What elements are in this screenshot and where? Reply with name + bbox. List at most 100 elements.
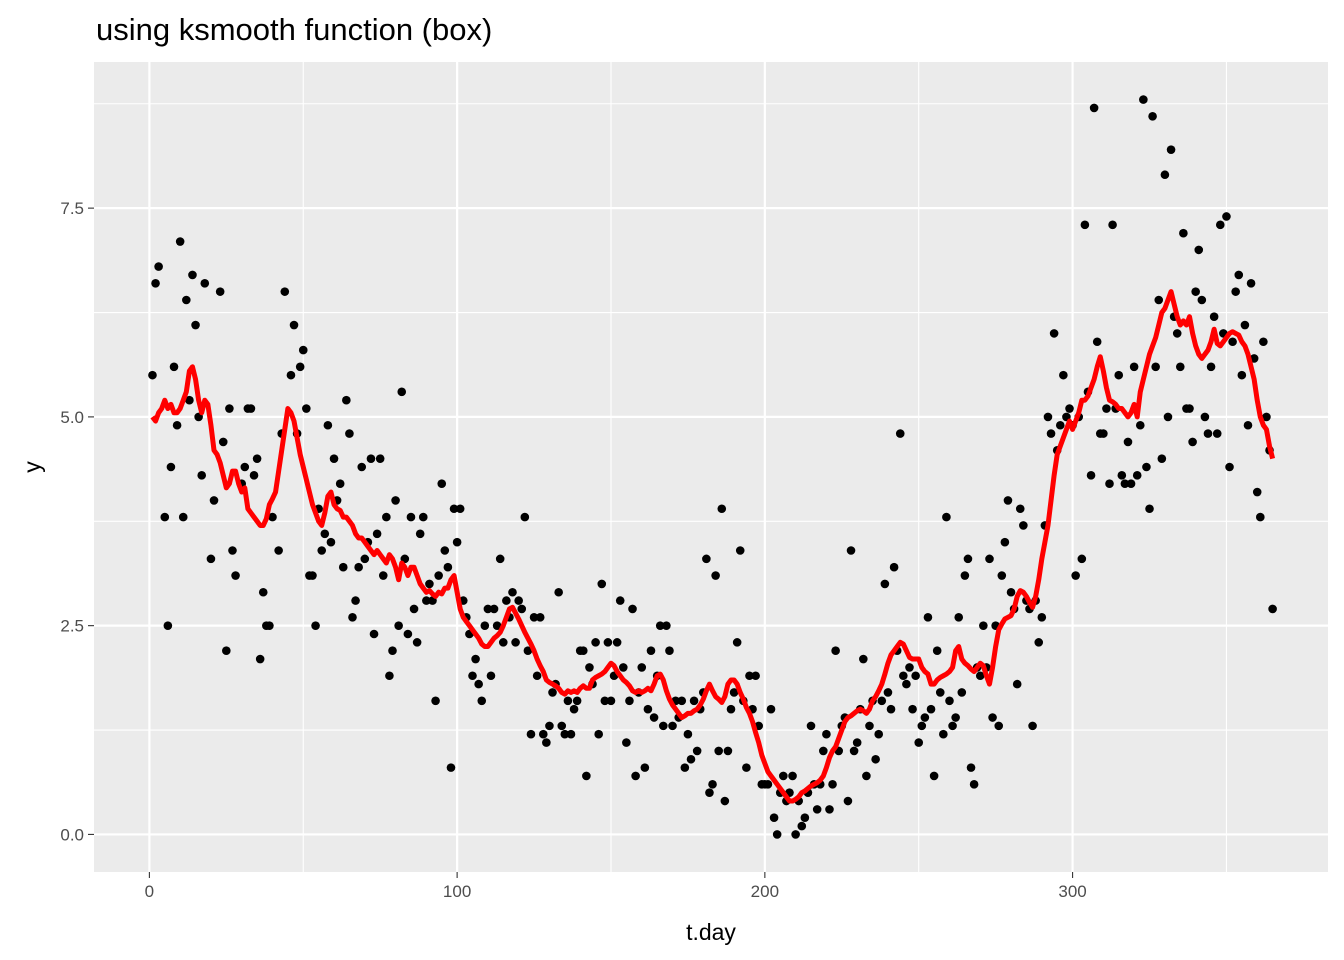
data-point — [378, 571, 388, 580]
data-point — [742, 763, 751, 772]
data-point — [1108, 220, 1117, 230]
data-point — [997, 571, 1007, 580]
data-point — [966, 763, 976, 772]
data-point — [369, 629, 379, 639]
data-point — [603, 638, 613, 647]
data-point — [508, 587, 517, 597]
data-point — [702, 554, 711, 564]
data-point — [342, 395, 351, 405]
data-point — [874, 729, 884, 739]
data-point — [914, 738, 924, 747]
data-point — [431, 696, 440, 706]
data-point — [1077, 554, 1087, 564]
data-point — [209, 496, 219, 505]
data-point — [846, 546, 856, 555]
data-point — [1262, 412, 1271, 422]
data-point — [418, 512, 428, 522]
data-point — [1222, 212, 1231, 221]
data-point — [1129, 362, 1139, 372]
data-point — [397, 387, 407, 397]
data-point — [222, 646, 231, 656]
data-point — [1135, 420, 1145, 430]
data-point — [197, 471, 207, 480]
data-point — [440, 546, 450, 555]
data-point — [908, 704, 917, 714]
data-point — [920, 713, 930, 722]
ksmooth-line — [150, 289, 1276, 804]
data-point — [471, 654, 480, 664]
data-point — [622, 738, 631, 747]
data-point — [655, 621, 665, 630]
minor-gridlines — [94, 62, 1328, 872]
data-point — [409, 604, 419, 614]
data-point — [769, 813, 779, 823]
data-point — [495, 554, 505, 564]
data-point — [258, 587, 268, 597]
data-point — [871, 754, 880, 764]
data-point — [1154, 295, 1164, 305]
data-point — [895, 429, 905, 438]
data-point — [268, 512, 277, 522]
data-point — [1028, 721, 1037, 731]
y-tick-label: 2.5 — [60, 617, 84, 636]
data-point — [375, 454, 385, 463]
data-point — [492, 621, 502, 630]
x-tick-label: 200 — [751, 882, 779, 901]
data-point — [560, 729, 570, 739]
data-point — [415, 529, 425, 539]
data-point — [825, 805, 834, 814]
data-point — [1037, 613, 1047, 622]
data-point — [751, 671, 760, 681]
data-point — [1055, 420, 1065, 430]
data-point — [182, 295, 191, 305]
data-point — [302, 404, 311, 413]
data-point — [643, 704, 653, 714]
data-point — [265, 621, 274, 630]
data-point — [160, 512, 170, 522]
data-point — [862, 771, 871, 781]
data-point — [388, 646, 397, 656]
data-point — [797, 821, 807, 831]
plot-panel — [94, 62, 1328, 872]
data-point — [726, 704, 736, 714]
data-point — [963, 554, 973, 564]
scatter-points — [148, 95, 1277, 839]
data-point — [1065, 404, 1074, 413]
data-point — [246, 404, 256, 413]
data-point — [486, 671, 496, 681]
data-point — [489, 604, 499, 614]
data-point — [206, 554, 216, 564]
data-point — [585, 663, 594, 672]
data-point — [957, 688, 967, 697]
data-point — [252, 454, 262, 463]
data-point — [526, 729, 536, 739]
data-point — [923, 613, 933, 622]
data-point — [523, 646, 533, 656]
data-point — [191, 320, 200, 330]
data-point — [926, 704, 936, 714]
data-point — [1157, 454, 1167, 463]
data-point — [649, 713, 659, 722]
data-point — [1105, 479, 1114, 489]
data-point — [1268, 604, 1277, 614]
data-point — [1043, 412, 1053, 422]
data-point — [1019, 521, 1028, 530]
data-point — [557, 721, 567, 731]
data-point — [240, 462, 250, 472]
data-point — [249, 471, 259, 480]
data-point — [255, 654, 265, 664]
data-point — [911, 671, 920, 681]
data-point — [406, 512, 416, 522]
data-point — [791, 830, 800, 839]
data-point — [594, 729, 603, 739]
data-point — [822, 729, 831, 739]
data-point — [295, 362, 305, 372]
data-point — [185, 395, 194, 405]
data-point — [628, 604, 637, 614]
data-point — [705, 788, 714, 797]
data-point — [1200, 412, 1210, 422]
data-point — [883, 688, 893, 697]
data-point — [215, 287, 225, 296]
data-point — [686, 754, 696, 764]
